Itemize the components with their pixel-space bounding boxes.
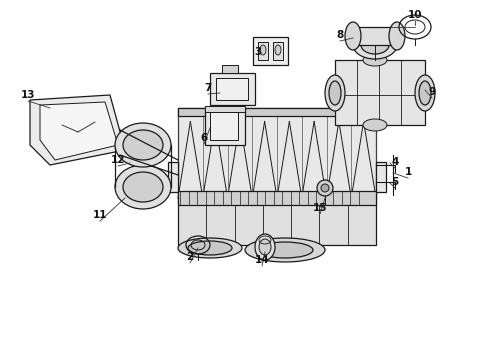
Polygon shape — [40, 102, 118, 160]
Text: 15: 15 — [313, 203, 327, 213]
Ellipse shape — [389, 22, 405, 50]
Polygon shape — [30, 95, 125, 165]
Ellipse shape — [321, 184, 329, 192]
Ellipse shape — [123, 172, 163, 202]
Bar — [353, 27, 397, 45]
Text: 7: 7 — [204, 83, 212, 93]
Text: 4: 4 — [392, 157, 399, 167]
Bar — [168, 162, 178, 192]
Text: 12: 12 — [111, 155, 125, 165]
Bar — [258, 42, 268, 60]
Bar — [376, 162, 386, 192]
Ellipse shape — [188, 241, 232, 255]
Bar — [178, 191, 376, 205]
Ellipse shape — [255, 234, 275, 260]
Text: 1: 1 — [404, 167, 412, 177]
Bar — [178, 197, 376, 245]
Ellipse shape — [353, 31, 397, 59]
Ellipse shape — [115, 123, 171, 167]
Ellipse shape — [178, 238, 242, 258]
Text: 10: 10 — [408, 10, 422, 20]
Ellipse shape — [329, 81, 341, 105]
Ellipse shape — [363, 119, 387, 131]
Ellipse shape — [419, 81, 431, 105]
Text: 5: 5 — [392, 177, 399, 187]
Bar — [216, 78, 248, 100]
Ellipse shape — [257, 242, 313, 258]
Ellipse shape — [415, 75, 435, 111]
Bar — [178, 108, 376, 198]
Bar — [210, 112, 238, 140]
Text: 3: 3 — [254, 47, 262, 57]
Text: 14: 14 — [255, 255, 270, 265]
Ellipse shape — [245, 238, 325, 262]
Bar — [335, 60, 425, 125]
Ellipse shape — [361, 36, 389, 54]
Bar — [273, 42, 283, 60]
Ellipse shape — [259, 239, 271, 255]
Ellipse shape — [345, 22, 361, 50]
Ellipse shape — [275, 45, 281, 55]
Bar — [222, 65, 238, 73]
Ellipse shape — [115, 165, 171, 209]
Ellipse shape — [363, 54, 387, 66]
Text: 8: 8 — [336, 30, 343, 40]
Text: 11: 11 — [93, 210, 107, 220]
Ellipse shape — [325, 75, 345, 111]
Ellipse shape — [123, 130, 163, 160]
Text: 6: 6 — [200, 133, 208, 143]
Bar — [178, 108, 376, 116]
Ellipse shape — [317, 180, 333, 196]
Text: 13: 13 — [21, 90, 35, 100]
Ellipse shape — [260, 45, 266, 55]
Bar — [205, 106, 245, 112]
Text: 9: 9 — [428, 87, 436, 97]
Bar — [253, 37, 288, 65]
Bar — [210, 73, 255, 105]
Bar — [205, 107, 245, 145]
Text: 2: 2 — [186, 252, 194, 262]
